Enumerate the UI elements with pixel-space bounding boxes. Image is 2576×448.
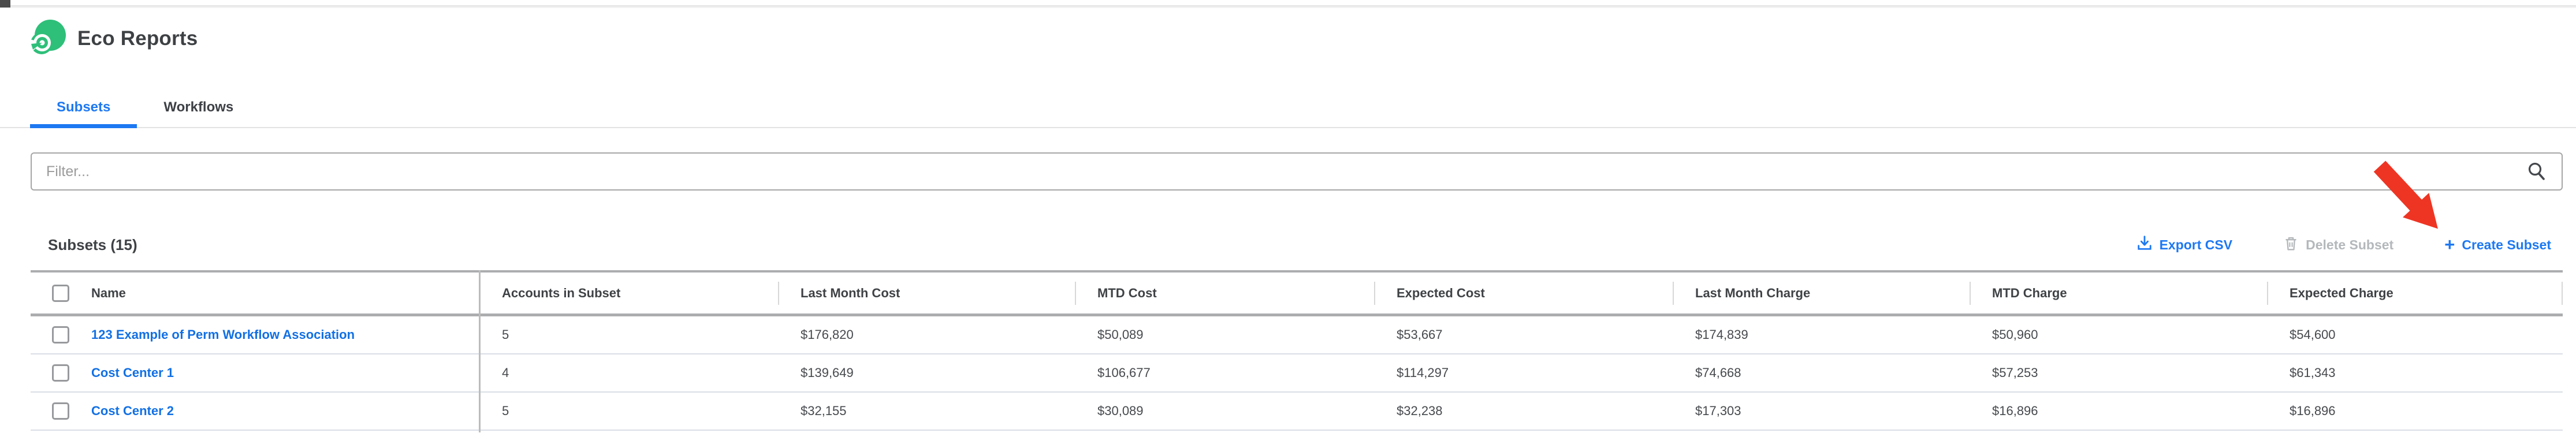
row-checkbox[interactable] xyxy=(52,326,69,344)
table-row: Cost Center 1 4 $139,649 $106,677 $114,2… xyxy=(31,354,2563,393)
cell-last-month-cost: $176,820 xyxy=(778,316,1075,353)
cell-accounts: 5 xyxy=(479,316,778,353)
cell-expected-cost: $114,297 xyxy=(1374,354,1673,391)
header-name-label: Name xyxy=(91,286,126,301)
cell-expected-charge: $16,896 xyxy=(2267,393,2563,430)
header-mtd-cost: MTD Cost xyxy=(1075,272,1374,313)
download-icon xyxy=(2136,235,2153,255)
cell-mtd-cost: $50,089 xyxy=(1075,316,1374,353)
export-csv-button[interactable]: Export CSV xyxy=(2136,235,2233,255)
header-expected-charge: Expected Charge xyxy=(2267,272,2563,313)
cell-accounts: 5 xyxy=(479,393,778,430)
header-mtd-charge: MTD Charge xyxy=(1970,272,2267,313)
top-left-corner-artifact xyxy=(0,0,10,8)
subset-name-link[interactable]: 123 Example of Perm Workflow Association xyxy=(91,327,355,342)
cell-last-month-cost: $32,155 xyxy=(778,393,1075,430)
tab-bar: Subsets Workflows xyxy=(0,87,2576,128)
filter-bar xyxy=(31,152,2563,191)
plus-icon: + xyxy=(2444,236,2455,253)
cell-expected-cost: $53,667 xyxy=(1374,316,1673,353)
cell-last-month-charge: $174,839 xyxy=(1673,316,1970,353)
list-actions-row: Subsets (15) Export CSV De xyxy=(31,230,2563,260)
name-column-divider xyxy=(479,270,481,432)
cell-mtd-charge: $16,896 xyxy=(1970,393,2267,430)
cell-mtd-charge: $50,960 xyxy=(1970,316,2267,353)
cell-mtd-cost: $30,089 xyxy=(1075,393,1374,430)
row-checkbox[interactable] xyxy=(52,402,69,420)
cell-mtd-cost: $106,677 xyxy=(1075,354,1374,391)
delete-subset-label: Delete Subset xyxy=(2306,237,2393,253)
header-expected-cost: Expected Cost xyxy=(1374,272,1673,313)
cell-accounts: 4 xyxy=(479,354,778,391)
header-name: Name xyxy=(31,272,479,313)
eco-reports-page: Eco Reports Subsets Workflows Subsets (1… xyxy=(0,0,2576,448)
page-title: Eco Reports xyxy=(77,27,198,50)
tab-subsets[interactable]: Subsets xyxy=(30,87,137,128)
delete-subset-button[interactable]: Delete Subset xyxy=(2283,236,2393,255)
subset-name-link[interactable]: Cost Center 2 xyxy=(91,404,174,419)
header-accounts-in-subset: Accounts in Subset xyxy=(479,272,778,313)
search-icon[interactable] xyxy=(2527,162,2547,181)
cell-mtd-charge: $57,253 xyxy=(1970,354,2267,391)
table-row: 123 Example of Perm Workflow Association… xyxy=(31,316,2563,354)
create-subset-button[interactable]: + Create Subset xyxy=(2444,236,2551,254)
eco-logo-icon xyxy=(31,20,66,58)
row-checkbox[interactable] xyxy=(52,364,69,382)
cell-expected-charge: $54,600 xyxy=(2267,316,2563,353)
create-subset-label: Create Subset xyxy=(2462,237,2551,253)
export-csv-label: Export CSV xyxy=(2160,237,2233,253)
header-last-month-cost: Last Month Cost xyxy=(778,272,1075,313)
trash-icon xyxy=(2283,236,2299,255)
select-all-checkbox[interactable] xyxy=(52,285,69,302)
table-header-row: Name Accounts in Subset Last Month Cost … xyxy=(31,270,2563,316)
filter-input[interactable] xyxy=(31,152,2563,191)
top-edge-divider xyxy=(0,5,2576,8)
header-last-month-charge: Last Month Charge xyxy=(1673,272,1970,313)
app-header: Eco Reports xyxy=(31,21,198,57)
subsets-count-heading: Subsets (15) xyxy=(48,236,137,254)
action-buttons: Export CSV Delete Subset + Create Subset xyxy=(2136,235,2563,255)
cell-expected-charge: $61,343 xyxy=(2267,354,2563,391)
cell-last-month-charge: $74,668 xyxy=(1673,354,1970,391)
table-row: Cost Center 2 5 $32,155 $30,089 $32,238 … xyxy=(31,393,2563,431)
subsets-table: Name Accounts in Subset Last Month Cost … xyxy=(31,270,2563,431)
subset-name-link[interactable]: Cost Center 1 xyxy=(91,365,174,380)
cell-expected-cost: $32,238 xyxy=(1374,393,1673,430)
tab-workflows[interactable]: Workflows xyxy=(137,87,260,128)
cell-last-month-charge: $17,303 xyxy=(1673,393,1970,430)
cell-last-month-cost: $139,649 xyxy=(778,354,1075,391)
